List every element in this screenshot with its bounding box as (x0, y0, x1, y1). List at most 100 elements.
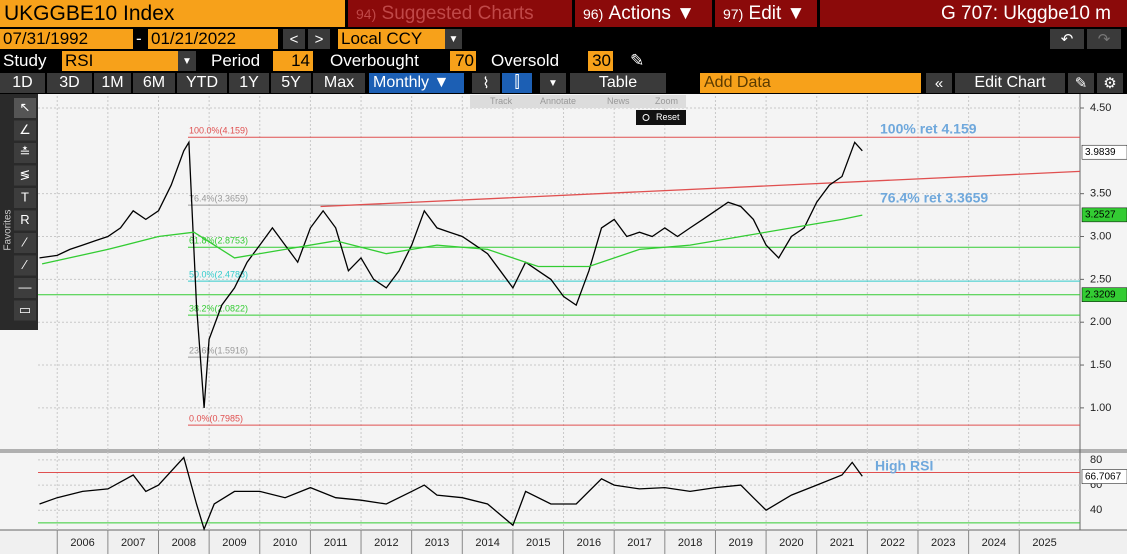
price-label: 2.3209 (1085, 289, 1116, 300)
chart-type-dropdown[interactable]: ▼ (540, 73, 566, 93)
y-tick-label: 2.50 (1090, 273, 1111, 285)
toolbar (470, 95, 686, 108)
series-line (39, 140, 863, 408)
range-button[interactable]: 5Y (271, 73, 311, 93)
x-tick-label: 2012 (374, 537, 398, 549)
ticker[interactable]: UKGGBE10 Index (0, 0, 345, 27)
page-code: G 707: Ukggbe10 m (820, 0, 1127, 27)
price-label: 3.9839 (1085, 147, 1116, 158)
price-label-box (1081, 287, 1127, 302)
menu-num: 96) (583, 5, 604, 22)
x-tick-label: 2017 (627, 537, 651, 549)
period[interactable]: 14 (273, 51, 313, 71)
menu-label: Edit ▼ (748, 2, 806, 24)
menu-edit[interactable]: 97) Edit ▼ (715, 0, 817, 27)
range-button[interactable]: 1Y (229, 73, 269, 93)
x-tick-label: 2015 (526, 537, 550, 549)
line-icon[interactable]: ⌇ (472, 73, 500, 93)
tool-icon: R (20, 212, 29, 227)
tool-button (14, 210, 36, 231)
toolbar-item[interactable]: Track (490, 96, 513, 106)
tool-icon: ⁄ (21, 257, 28, 272)
redo[interactable]: ↷ (1087, 29, 1121, 49)
level-label: 23.6%(1.5916) (189, 346, 248, 356)
x-tick-label: 2010 (273, 537, 297, 549)
x-tick-label: 2006 (70, 537, 94, 549)
y-tick-label: 3.50 (1090, 188, 1111, 200)
next-button[interactable]: > (308, 29, 330, 49)
frequency[interactable]: Monthly ▼ (369, 73, 464, 93)
settings-icon[interactable]: ⚙ (1097, 73, 1123, 93)
pencil-icon[interactable]: ✎ (630, 51, 645, 70)
range-button[interactable]: YTD (177, 73, 227, 93)
annotation: High RSI (875, 458, 933, 474)
tool-icon: ▭ (19, 302, 31, 317)
undo[interactable]: ↶ (1050, 29, 1084, 49)
range-button[interactable]: 1M (94, 73, 131, 93)
overbought[interactable]: 70 (450, 51, 476, 71)
toolbar-item[interactable]: Annotate (540, 96, 576, 106)
x-tick-label: 2023 (931, 537, 955, 549)
series-line (39, 456, 863, 532)
edit-chart[interactable]: Edit Chart (955, 73, 1065, 93)
collapse[interactable]: « (926, 73, 952, 93)
tool-button (14, 255, 36, 276)
y-tick-label: 80 (1090, 454, 1102, 466)
x-tick-label: 2014 (475, 537, 499, 549)
level-label: 100.0%(4.159) (189, 126, 248, 136)
price-label: 66.7067 (1085, 471, 1122, 482)
menu-label: Actions ▼ (608, 2, 695, 24)
tool-button (14, 233, 36, 253)
tool-button (14, 278, 36, 298)
x-tick-label: 2016 (577, 537, 601, 549)
price-label-box (1081, 144, 1127, 160)
tool-button (14, 98, 36, 118)
y-tick-label: 2.00 (1090, 316, 1111, 328)
sidebar-label: Favorites (3, 209, 14, 250)
study-dropdown[interactable]: ▼ (178, 51, 196, 71)
tool-button (14, 120, 36, 141)
end-date[interactable]: 01/21/2022 (148, 29, 278, 49)
level-label: 0.0%(0.7985) (189, 414, 243, 424)
study[interactable]: RSI (62, 51, 178, 71)
y-tick-label: 1.50 (1090, 359, 1111, 371)
x-tick-label: 2020 (779, 537, 803, 549)
currency[interactable]: Local CCY (338, 29, 445, 49)
x-tick-label: 2021 (830, 537, 854, 549)
range-button[interactable]: 1D (0, 73, 45, 93)
currency-dropdown[interactable]: ▼ (445, 29, 462, 49)
price-label: 3.2527 (1085, 210, 1116, 221)
edit-icon[interactable]: ✎ (1068, 73, 1094, 93)
tool-icon: T (21, 189, 29, 204)
tool-icon: ↖ (20, 99, 31, 114)
bar-icon[interactable]: ⫿ (502, 73, 532, 93)
range-button[interactable]: Max (313, 73, 365, 93)
trendline (320, 170, 1081, 208)
menu-num: 97) (723, 5, 744, 22)
range-button[interactable]: 3D (47, 73, 92, 93)
menu-actions[interactable]: 96) Actions ▼ (575, 0, 712, 27)
tool-icon: ≛ (20, 144, 31, 159)
table-button[interactable]: Table (570, 73, 666, 93)
add-data[interactable]: Add Data (700, 73, 921, 93)
series-line (41, 214, 863, 268)
tool-button (14, 165, 36, 186)
menu-suggested[interactable]: 94) Suggested Charts (348, 0, 572, 27)
start-date[interactable]: 07/31/1992 (0, 29, 133, 49)
panel-separator (0, 449, 1127, 453)
range-button[interactable]: 6M (133, 73, 175, 93)
menu-label: Suggested Charts (381, 2, 534, 24)
prev-button[interactable]: < (283, 29, 305, 49)
level-label: 38.2%(2.0822) (189, 304, 248, 314)
y-tick-label: 4.50 (1090, 102, 1111, 114)
period-label: Period (211, 51, 261, 70)
tool-icon: ≶ (20, 167, 31, 182)
price-label-box (1081, 207, 1127, 223)
overbought-label: Overbought (330, 51, 419, 70)
toolbar-item[interactable]: News (607, 96, 630, 106)
toolbar-item[interactable]: Zoom (655, 96, 678, 106)
reset-button[interactable] (636, 110, 686, 125)
x-tick-label: 2025 (1032, 537, 1056, 549)
y-tick-label: 3.00 (1090, 230, 1111, 242)
oversold[interactable]: 30 (588, 51, 613, 71)
